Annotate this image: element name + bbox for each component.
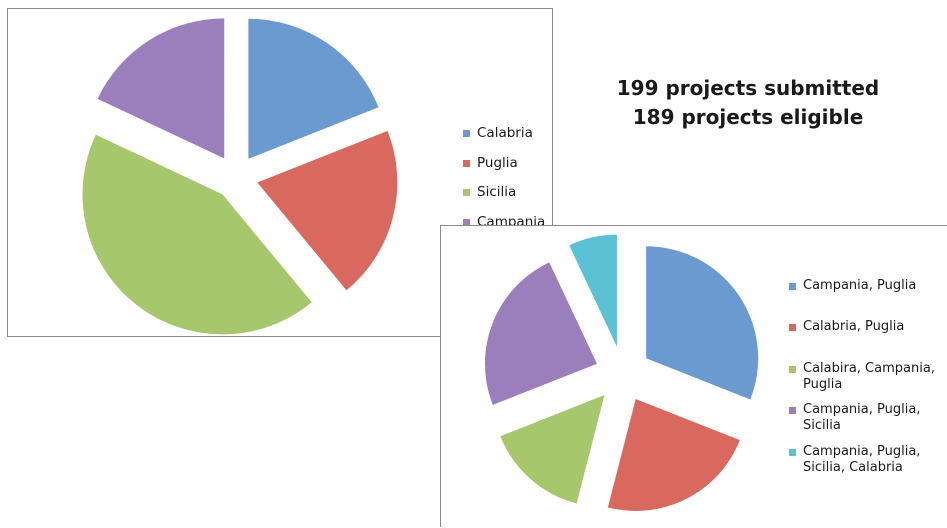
legend-label: Calabira, Campania, Puglia <box>803 361 935 392</box>
legend-label: Calabria <box>477 125 533 141</box>
legend-swatch <box>463 218 470 226</box>
legend-swatch <box>789 366 796 373</box>
pie-chart-1-plot <box>82 18 398 335</box>
legend-label: Campania, Puglia, Sicilia, Calabria <box>803 444 921 475</box>
pie-chart-regions: Calabria Puglia Sicilia Campania <box>7 8 553 337</box>
legend-swatch <box>463 189 470 196</box>
pie-slice-sicilia <box>82 134 312 335</box>
pie-slice-calabira-campania-puglia <box>500 395 605 504</box>
pie-chart-region-combinations: Campania, Puglia Calabria, Puglia Calabi… <box>440 225 947 527</box>
legend-item: Calabria, Puglia <box>789 319 939 361</box>
legend-swatch <box>463 130 470 137</box>
legend-swatch <box>789 449 796 456</box>
legend-item: Campania, Puglia, Sicilia, Calabria <box>789 444 939 476</box>
legend-item: Campania, Puglia, Sicilia <box>789 402 939 444</box>
legend-item: Campania, Puglia <box>789 278 939 319</box>
pie-slice-campania-puglia-sicilia <box>484 262 597 405</box>
legend-swatch <box>463 159 470 167</box>
pie-slice-calabria-puglia <box>607 398 740 511</box>
legend-item: Calabira, Campania, Puglia <box>789 361 939 402</box>
legend-item: Calabria <box>463 125 558 155</box>
legend-item: Sicilia <box>463 184 558 214</box>
legend-label: Calabria, Puglia <box>803 319 905 334</box>
legend-chart-2: Campania, Puglia Calabria, Puglia Calabi… <box>789 278 939 476</box>
project-summary: 199 projects submitted 189 projects elig… <box>598 74 898 132</box>
pie-slice-calabria <box>248 18 379 159</box>
pie-slice-campania <box>97 18 225 159</box>
legend-swatch <box>789 407 796 414</box>
projects-submitted-text: 199 projects submitted <box>616 76 880 100</box>
pie-chart-2-plot <box>484 234 759 511</box>
legend-swatch <box>789 283 796 290</box>
projects-eligible-text: 189 projects eligible <box>632 105 864 129</box>
legend-swatch <box>789 324 796 331</box>
pie-slice-campania-puglia <box>646 246 759 400</box>
legend-label: Sicilia <box>477 184 517 200</box>
pie-slice-campania-puglia-sicilia-calabria <box>569 234 617 347</box>
legend-item: Puglia <box>463 155 558 185</box>
legend-label: Campania, Puglia <box>803 278 917 293</box>
legend-label: Puglia <box>477 154 518 171</box>
pie-slice-puglia <box>257 130 398 291</box>
legend-label: Campania, Puglia, Sicilia <box>803 402 921 433</box>
